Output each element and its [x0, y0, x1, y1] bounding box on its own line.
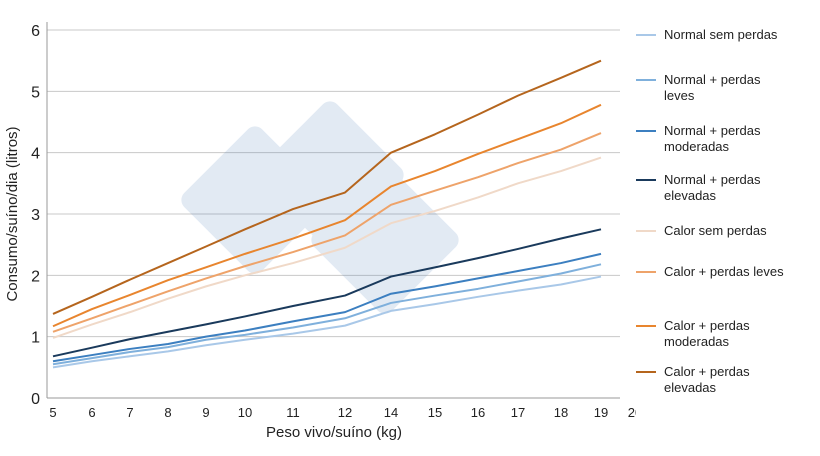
legend-swatch: [636, 130, 656, 132]
legend: Normal sem perdas Normal + perdas leves No…: [636, 0, 820, 456]
legend-label: Calor + perdas elevadas: [664, 364, 750, 395]
legend-label: Calor sem perdas: [664, 223, 767, 238]
legend-item: Normal + perdas leves: [636, 72, 774, 104]
y-tick-label: 1: [31, 330, 40, 347]
legend-item: Normal + perdas elevadas: [636, 172, 774, 204]
series-line-4: [52, 156, 602, 339]
legend-item: Calor + perdas elevadas: [636, 364, 774, 396]
legend-label: Normal + perdas elevadas: [664, 172, 761, 203]
watermark-logo: [181, 101, 459, 314]
series-line-5: [52, 132, 602, 333]
series-line-7: [52, 59, 602, 315]
x-tick-label: 5: [49, 405, 56, 420]
legend-label: Normal + perdas leves: [664, 72, 761, 103]
legend-item: Calor sem perdas: [636, 223, 767, 239]
x-tick-label: 10: [238, 405, 252, 420]
y-tick-label: 2: [31, 268, 40, 285]
legend-swatch: [636, 325, 656, 327]
y-tick-label: 4: [31, 146, 40, 163]
y-tick-label: 6: [31, 23, 40, 40]
legend-label: Calor + perdas moderadas: [664, 318, 750, 349]
x-tick-label: 18: [554, 405, 568, 420]
y-axis-title: Consumo/suíno/dia (litros): [4, 126, 21, 301]
x-tick-label: 11: [286, 405, 300, 420]
x-tick-label: 9: [202, 405, 209, 420]
series-line-3: [52, 228, 602, 358]
y-tick-label: 3: [31, 207, 40, 224]
x-axis-title: Peso vivo/suíno (kg): [266, 424, 402, 441]
legend-swatch: [636, 79, 656, 81]
legend-label: Normal + perdas moderadas: [664, 123, 761, 154]
x-tick-label: 16: [471, 405, 485, 420]
x-tick-label: 17: [511, 405, 525, 420]
x-tick-label: 7: [126, 405, 133, 420]
series-line-1: [52, 263, 602, 366]
legend-swatch: [636, 34, 656, 36]
series-line-0: [52, 275, 602, 369]
x-tick-label: 15: [428, 405, 442, 420]
legend-swatch: [636, 371, 656, 373]
legend-item: Normal sem perdas: [636, 27, 777, 43]
legend-item: Normal + perdas moderadas: [636, 123, 774, 155]
legend-swatch: [636, 271, 656, 273]
legend-item: Calor + perdas leves: [636, 264, 784, 280]
line-chart: 01234565678910111214151617181920Peso viv…: [4, 22, 636, 441]
legend-label: Normal sem perdas: [664, 27, 778, 42]
x-tick-label: 14: [384, 405, 398, 420]
y-tick-label: 0: [31, 391, 40, 408]
x-tick-label: 20: [628, 405, 636, 420]
x-tick-label: 12: [338, 405, 352, 420]
y-tick-label: 5: [31, 84, 40, 101]
x-tick-label: 8: [164, 405, 171, 420]
series-line-2: [52, 252, 602, 363]
legend-swatch: [636, 230, 656, 232]
legend-label: Calor + perdas leves: [664, 264, 784, 279]
series-line-6: [52, 103, 602, 328]
x-tick-label: 19: [594, 405, 608, 420]
x-tick-label: 6: [88, 405, 95, 420]
legend-item: Calor + perdas moderadas: [636, 318, 774, 350]
legend-swatch: [636, 179, 656, 181]
